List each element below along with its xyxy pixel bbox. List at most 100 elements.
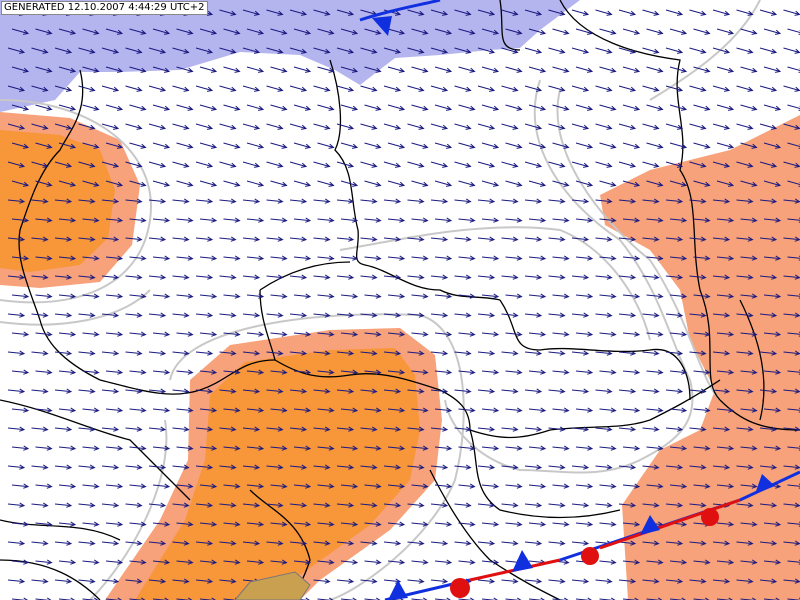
wind-arrow xyxy=(716,407,735,413)
wind-arrow xyxy=(223,66,241,73)
wind-arrow xyxy=(223,293,241,299)
wind-arrows xyxy=(7,9,800,600)
wind-arrow xyxy=(152,66,171,73)
wind-arrow xyxy=(148,274,167,280)
wind-arrow xyxy=(434,66,453,73)
wind-arrow xyxy=(246,104,265,111)
wind-arrow xyxy=(434,483,453,489)
wind-arrow xyxy=(172,161,190,168)
wind-arrow xyxy=(340,180,359,187)
wind-arrow xyxy=(759,312,778,318)
wind-arrow xyxy=(219,502,237,508)
wind-arrow xyxy=(54,312,73,318)
wind-arrow xyxy=(646,217,664,223)
wind-arrow xyxy=(501,388,519,394)
wind-arrow xyxy=(458,217,476,223)
wind-arrow xyxy=(501,85,519,92)
wind-arrow xyxy=(787,369,800,375)
wind-arrow xyxy=(317,445,335,451)
wind-arrow xyxy=(105,407,124,413)
wind-arrow xyxy=(599,255,617,261)
wind-arrow xyxy=(199,407,218,413)
wind-arrow xyxy=(599,521,617,527)
wind-arrow xyxy=(571,85,590,92)
wind-arrow xyxy=(458,293,476,299)
wind-arrow xyxy=(129,28,147,35)
wind-arrow xyxy=(11,217,30,223)
wind-arrow xyxy=(763,104,782,111)
wind-arrow xyxy=(669,293,688,299)
wind-arrow xyxy=(646,142,664,149)
wind-arrow xyxy=(82,66,100,73)
wind-arrow xyxy=(54,198,73,204)
wind-arrow xyxy=(313,236,331,242)
wind-arrow xyxy=(407,350,425,356)
wind-arrow xyxy=(223,559,241,565)
wind-arrow xyxy=(481,180,500,187)
wind-arrow xyxy=(293,293,312,299)
wind-arrow xyxy=(407,161,425,168)
wind-arrow xyxy=(7,123,26,130)
wind-arrow xyxy=(407,312,425,318)
wind-arrow xyxy=(740,66,758,73)
wind-arrow xyxy=(78,47,96,54)
wind-arrow xyxy=(172,198,190,204)
wind-arrow xyxy=(548,236,566,242)
wind-arrow xyxy=(289,312,308,318)
wind-arrow xyxy=(736,540,754,546)
wind-arrow xyxy=(317,217,335,223)
wind-arrow xyxy=(552,331,570,337)
wind-arrow xyxy=(340,483,359,489)
wind-arrow xyxy=(716,180,735,187)
wind-arrow xyxy=(646,369,664,375)
wind-arrow xyxy=(289,274,308,280)
wind-arrow xyxy=(665,426,684,432)
wind-arrow xyxy=(195,388,214,394)
wind-arrow xyxy=(152,217,171,223)
wind-arrow xyxy=(35,104,53,111)
wind-arrow xyxy=(477,312,496,318)
wind-arrow xyxy=(340,331,359,337)
wind-arrow xyxy=(528,28,547,35)
wind-arrow xyxy=(293,104,312,111)
wind-arrow xyxy=(35,142,53,149)
wind-arrow xyxy=(58,445,77,451)
wind-arrow xyxy=(317,369,335,375)
wind-arrow xyxy=(383,350,402,356)
wind-arrow xyxy=(383,312,402,318)
wind-arrow xyxy=(548,426,566,432)
wind-arrow xyxy=(383,198,402,204)
wind-arrow xyxy=(242,312,261,318)
wind-arrow xyxy=(740,293,758,299)
isolines xyxy=(0,0,761,600)
wind-arrow xyxy=(716,217,735,223)
wind-arrow xyxy=(716,559,735,565)
wind-arrow xyxy=(787,559,800,565)
wind-arrow xyxy=(313,540,331,546)
wind-arrow xyxy=(595,426,613,432)
wind-arrow xyxy=(199,66,218,73)
wind-arrow xyxy=(575,142,594,149)
wind-arrow xyxy=(152,559,171,565)
wind-arrow xyxy=(407,236,425,242)
wind-arrow xyxy=(528,331,547,337)
wind-arrow xyxy=(759,350,778,356)
wind-arrow xyxy=(740,180,758,187)
wind-arrow xyxy=(505,331,523,337)
wind-arrow xyxy=(646,255,664,261)
wind-arrow xyxy=(7,426,26,432)
wind-arrow xyxy=(458,559,476,565)
wind-arrow xyxy=(430,312,449,318)
wind-arrow xyxy=(266,236,284,242)
wind-arrow xyxy=(642,502,660,508)
wind-arrow xyxy=(266,540,284,546)
wind-arrow xyxy=(336,578,355,584)
wind-arrow xyxy=(364,255,382,261)
wind-arrow xyxy=(101,350,120,356)
wind-arrow xyxy=(270,66,288,73)
wind-arrow xyxy=(7,85,26,92)
wind-arrow xyxy=(317,104,335,111)
wind-arrow xyxy=(787,255,800,261)
wind-arrow xyxy=(360,388,378,394)
wind-arrow xyxy=(270,255,288,261)
